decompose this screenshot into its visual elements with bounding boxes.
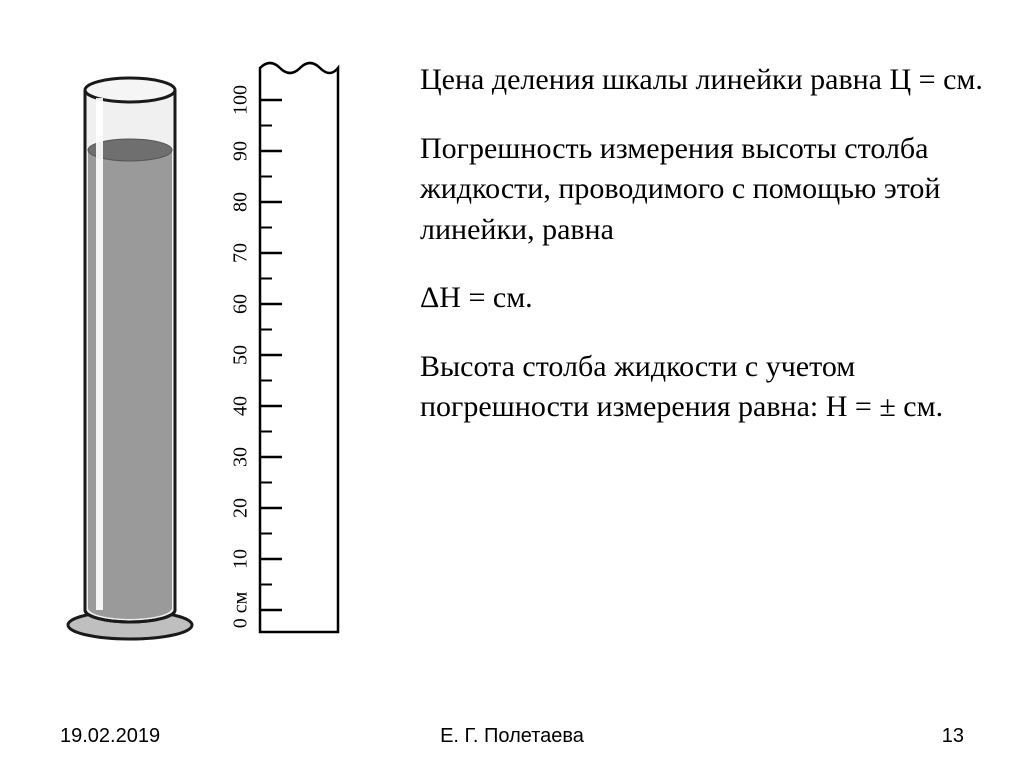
- footer-date: 19.02.2019: [60, 725, 160, 748]
- svg-text:40: 40: [230, 396, 252, 416]
- svg-text:90: 90: [230, 141, 252, 161]
- content-row: 0 см 10 20 30 40 50 60 70 80 90 100 Цена деления ш…: [0, 0, 1024, 680]
- paragraph-delta-h: ΔH = см.: [420, 278, 994, 319]
- svg-text:0 см: 0 см: [230, 591, 252, 628]
- svg-text:80: 80: [230, 192, 252, 212]
- svg-text:70: 70: [230, 243, 252, 263]
- visual-column: 0 см 10 20 30 40 50 60 70 80 90 100: [60, 40, 400, 660]
- svg-text:100: 100: [230, 85, 252, 115]
- svg-text:20: 20: [230, 498, 252, 518]
- footer-page: 13: [942, 725, 964, 748]
- cylinder-diagram: [60, 50, 200, 650]
- paragraph-error-intro: Погрешность измерения высоты столба жидк…: [420, 129, 994, 251]
- text-column: Цена деления шкалы линейки равна Ц = см.…: [400, 40, 994, 660]
- footer: 19.02.2019 Е. Г. Полетаева 13: [0, 725, 1024, 748]
- paragraph-height-result: Высота столба жидкости с учетом погрешно…: [420, 347, 994, 428]
- svg-text:60: 60: [230, 294, 252, 314]
- svg-text:10: 10: [230, 549, 252, 569]
- footer-author: Е. Г. Полетаева: [440, 725, 584, 748]
- svg-text:50: 50: [230, 345, 252, 365]
- ruler-diagram: 0 см 10 20 30 40 50 60 70 80 90 100: [220, 50, 340, 650]
- svg-text:30: 30: [230, 447, 252, 467]
- paragraph-scale-division: Цена деления шкалы линейки равна Ц = см.: [420, 60, 994, 101]
